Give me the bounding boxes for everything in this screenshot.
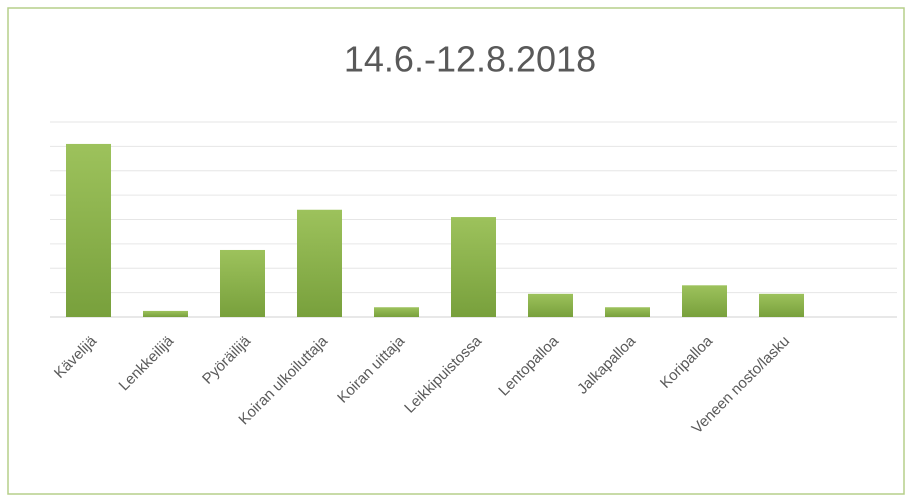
chart-title: 14.6.-12.8.2018 (344, 39, 596, 80)
bar (759, 293, 804, 317)
bar (374, 307, 419, 317)
bar (297, 209, 342, 317)
bar (66, 143, 111, 317)
bar (605, 307, 650, 317)
bar (143, 310, 188, 317)
bar (451, 217, 496, 317)
bar (220, 249, 265, 317)
bar (528, 293, 573, 317)
bar (682, 285, 727, 317)
